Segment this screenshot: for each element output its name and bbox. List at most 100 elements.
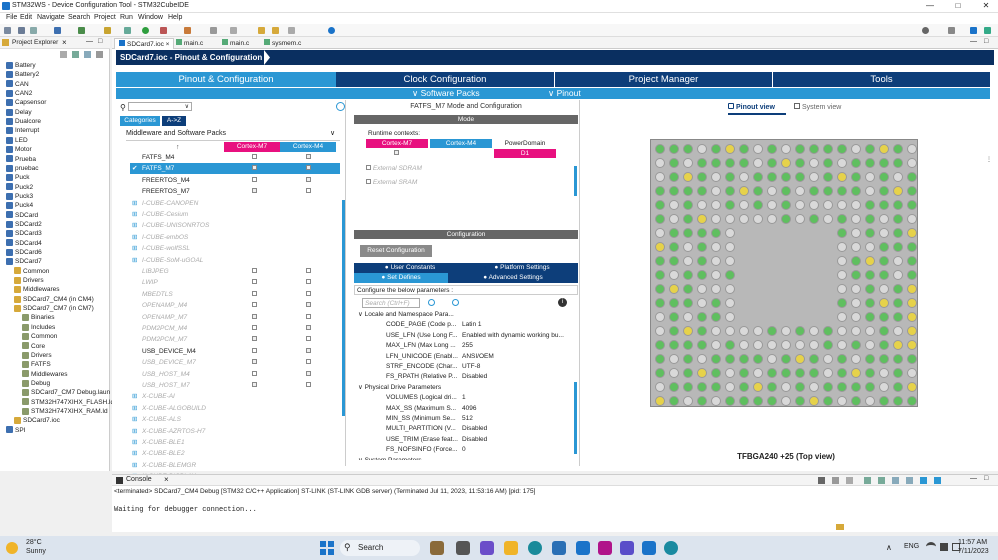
cortex-m4-checkbox[interactable] [306,300,311,311]
chip-pin[interactable] [823,158,833,168]
config-scrollbar[interactable] [574,382,577,454]
software-row[interactable]: ⊞ X-CUBE-ALS [130,414,340,425]
param-group[interactable]: ∨ Locale and Namespace Para... [358,310,454,320]
software-row[interactable]: USB_HOST_M7 [130,380,340,391]
pin-console-icon[interactable] [892,477,899,484]
tree-item[interactable]: SDCard7_CM7 (in CM7) [14,304,94,313]
chip-pin[interactable] [697,172,707,182]
chip-pin[interactable] [907,298,917,308]
chip-pin[interactable] [837,242,847,252]
param-value[interactable]: 512 [462,415,473,422]
chip-pin[interactable] [893,228,903,238]
chip-pin[interactable] [725,298,735,308]
chip-pin[interactable] [683,172,693,182]
chip-pin[interactable] [655,382,665,392]
chip-pin[interactable] [683,368,693,378]
start-icon[interactable] [320,541,334,555]
chip-pin[interactable] [683,326,693,336]
chip-pin[interactable] [739,144,749,154]
chip-pin[interactable] [711,214,721,224]
remove-launch-icon[interactable] [832,477,839,484]
chip-pin[interactable] [851,326,861,336]
chip-pin[interactable] [711,200,721,210]
chip-pin[interactable] [809,396,819,406]
chip-pin[interactable] [697,382,707,392]
speaker-icon[interactable] [940,543,948,551]
chip-pin[interactable] [725,354,735,364]
param-name[interactable]: CODE_PAGE (Code p... [386,321,457,329]
menu-run[interactable]: Run [120,14,133,21]
param-search-input[interactable]: Search (Ctrl+F) [362,298,420,308]
software-row[interactable]: ⊞ I-CUBE-Cesium [130,209,340,220]
maximize-view-icon[interactable]: □ [98,38,103,45]
cortex-m4-checkbox[interactable] [306,323,311,334]
chip-pin[interactable] [879,214,889,224]
chip-pin[interactable] [669,172,679,182]
tree-item[interactable]: Puck2 [6,183,33,192]
chip-pin[interactable] [683,340,693,350]
language[interactable]: ENG [904,543,920,550]
teams-work-icon[interactable] [620,541,634,555]
cortex-m7-checkbox[interactable] [252,380,257,391]
chip-pin[interactable] [683,270,693,280]
chip-pin[interactable] [753,172,763,182]
terminate-icon[interactable] [818,477,825,484]
perspective-icon[interactable] [948,27,955,34]
minimize-view-icon[interactable]: — [86,38,93,45]
chip-pin[interactable] [669,340,679,350]
tree-item[interactable]: Dualcore [6,117,41,126]
chip-pin[interactable] [893,200,903,210]
chip-pin[interactable] [893,354,903,364]
chip-pin[interactable] [655,396,665,406]
software-row[interactable]: USB_DEVICE_M4 [130,346,340,357]
chip-pin[interactable] [865,228,875,238]
chip-pin[interactable] [795,326,805,336]
software-row[interactable]: ⊞ X-CUBE-BLEMGR [130,460,340,471]
chip-pin[interactable] [823,396,833,406]
chip-pin[interactable] [893,144,903,154]
chip-pin[interactable] [823,368,833,378]
chip-pin[interactable] [907,256,917,266]
chip-pin[interactable] [795,368,805,378]
chip-pin[interactable] [907,242,917,252]
chip-pin[interactable] [683,186,693,196]
tree-item[interactable]: SDCard7_CM4 (in CM4) [14,295,94,304]
chip-pin[interactable] [725,242,735,252]
chip-pin[interactable] [893,326,903,336]
chip-pin[interactable] [683,284,693,294]
tab-set-defines[interactable]: ● Set Defines [354,273,448,283]
tab-clock-configuration[interactable]: Clock Configuration [336,72,554,87]
collapse-all-icon[interactable] [60,51,67,58]
maximize-button[interactable]: □ [955,1,961,10]
chip-pin[interactable] [865,172,875,182]
chip-pin[interactable] [683,214,693,224]
external-tools-icon[interactable] [160,27,167,34]
chip-pin[interactable] [893,312,903,322]
chip-pin[interactable] [823,214,833,224]
chip-pin[interactable] [781,214,791,224]
display-console-icon[interactable] [906,477,913,484]
cortex-m4-checkbox[interactable] [306,186,311,197]
chip-pin[interactable] [837,354,847,364]
chip-pin[interactable] [697,270,707,280]
chip-pin[interactable] [907,368,917,378]
chip-pin[interactable] [683,396,693,406]
chip-pin[interactable] [879,228,889,238]
chip-pin[interactable] [837,172,847,182]
software-row[interactable]: OPENAMP_M4 [130,300,340,311]
chip-pin[interactable] [655,144,665,154]
cortex-m4-checkbox[interactable] [306,334,311,345]
chip-pin[interactable] [907,172,917,182]
chip-pin[interactable] [823,200,833,210]
chip-pin[interactable] [879,368,889,378]
chip-pin[interactable] [683,200,693,210]
cortex-m7-checkbox[interactable] [252,277,257,288]
chip-pin[interactable] [739,158,749,168]
param-value[interactable]: UTF-8 [462,363,481,370]
chip-pin[interactable] [655,340,665,350]
cortex-m4-checkbox[interactable] [306,380,311,391]
tree-item[interactable]: CAN [6,80,29,89]
chip-pin[interactable] [767,382,777,392]
tree-item[interactable]: Drivers [14,276,44,285]
chip-pin[interactable] [879,186,889,196]
